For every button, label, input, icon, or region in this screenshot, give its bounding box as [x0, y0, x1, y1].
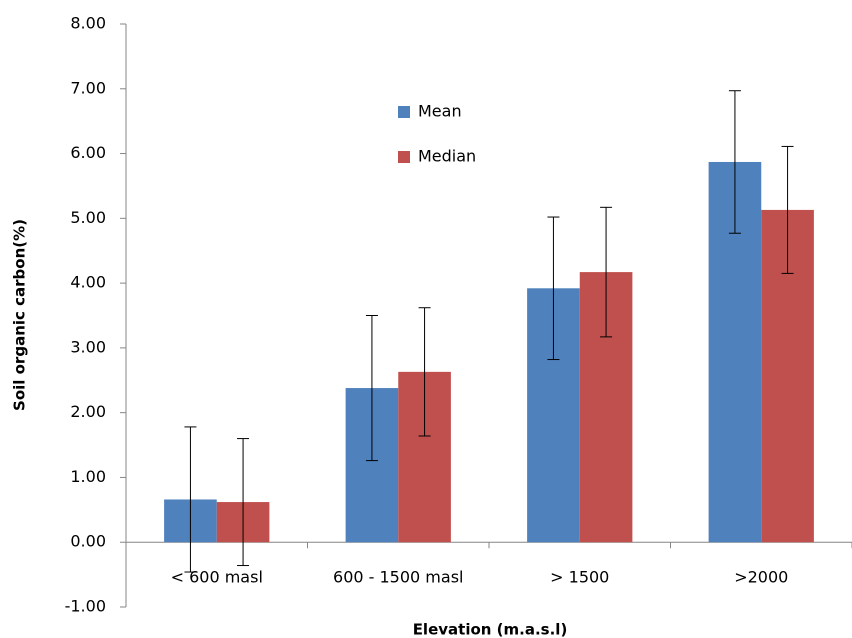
x-tick-label: < 600 masl — [171, 568, 263, 587]
y-tick-label: 0.00 — [70, 532, 106, 551]
y-tick-label: 2.00 — [70, 402, 106, 421]
error-bar — [237, 438, 250, 567]
x-tick-label: > 1500 — [550, 568, 609, 587]
y-tick-label: 7.00 — [70, 78, 106, 97]
legend-label: Median — [418, 147, 476, 166]
error-bar — [418, 307, 431, 437]
y-tick-label: 5.00 — [70, 208, 106, 227]
y-axis-title: Soil organic carbon(%) — [11, 219, 29, 411]
error-bar — [184, 426, 197, 573]
error-bar — [781, 145, 794, 274]
legend-swatch — [398, 151, 410, 163]
y-tick-label: 1.00 — [70, 467, 106, 486]
y-tick-label: -1.00 — [65, 597, 106, 616]
y-tick-label: 4.00 — [70, 273, 106, 292]
legend-swatch — [398, 106, 410, 118]
error-bar — [600, 206, 613, 338]
y-tick-label: 3.00 — [70, 337, 106, 356]
error-bar — [547, 216, 560, 361]
x-tick-label: 600 - 1500 masl — [333, 568, 463, 587]
y-tick-label: 6.00 — [70, 143, 106, 162]
legend-label: Mean — [418, 102, 462, 121]
y-tick-label: 8.00 — [70, 14, 106, 33]
x-tick-label: >2000 — [734, 568, 788, 587]
error-bar — [728, 90, 741, 234]
x-axis-title: Elevation (m.a.s.l) — [413, 621, 568, 638]
error-bar — [365, 315, 378, 462]
